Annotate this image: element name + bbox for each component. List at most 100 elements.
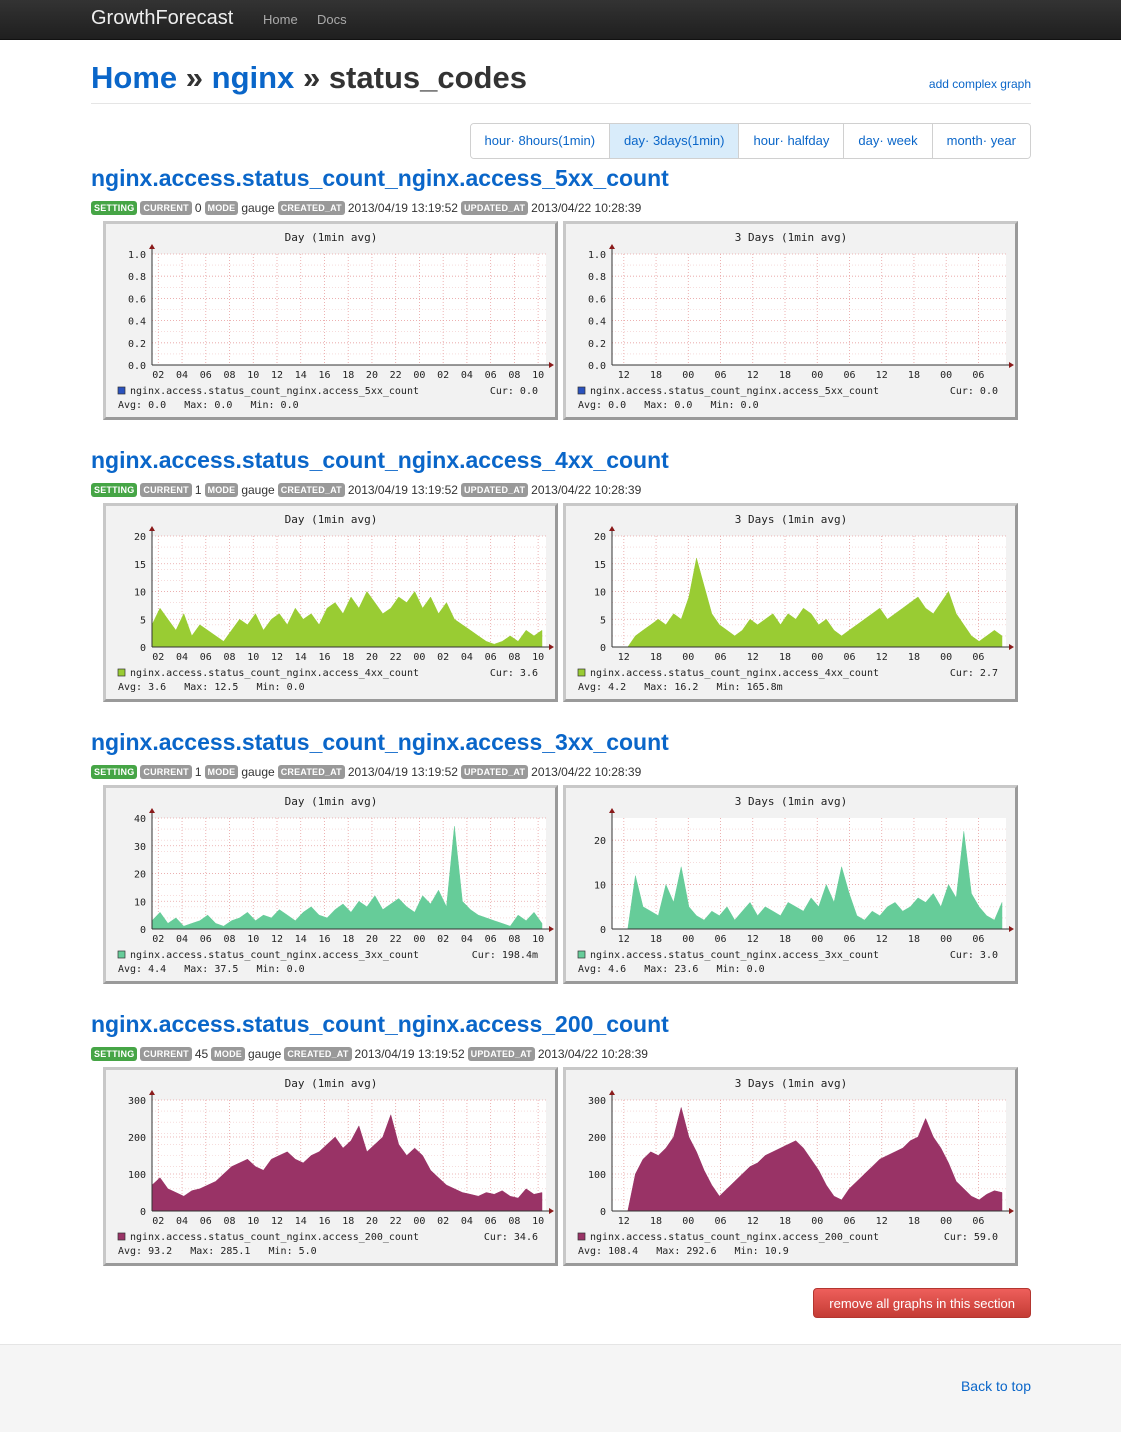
y-tick-label: 0.6 (128, 294, 146, 305)
y-tick-label: 200 (128, 1133, 146, 1144)
y-tick-label: 30 (134, 842, 146, 853)
breadcrumb-separator: » (185, 60, 204, 95)
graph-section: nginx.access.status_count_nginx.access_5… (91, 165, 1031, 423)
x-tick-label: 06 (200, 1216, 212, 1227)
graph-title-link[interactable]: nginx.access.status_count_nginx.access_2… (91, 1011, 669, 1037)
term-button-3days[interactable]: day· 3days(1min) (610, 124, 740, 158)
x-tick-label: 12 (876, 652, 888, 663)
graph-meta: SETTING CURRENT 0 MODE gauge CREATED_AT … (91, 199, 1031, 217)
x-tick-label: 00 (811, 370, 823, 381)
3days-graph-image[interactable]: 3 Days (1min avg) 12 18 00 06 12 18 00 06 12 18 00 0… (563, 221, 1018, 420)
term-button-8hours[interactable]: hour· 8hours(1min) (470, 124, 611, 158)
x-tick-label: 18 (779, 370, 791, 381)
day-graph-image[interactable]: Day (1min avg) 02 04 06 08 10 12 14 16 18 20 22 00 02… (103, 785, 558, 984)
cur-value: Cur: 34.6 (484, 1232, 538, 1243)
legend-swatch (117, 950, 126, 959)
brand-logo[interactable]: GrowthForecast (91, 7, 234, 29)
y-tick-label: 0 (140, 643, 146, 654)
y-tick-label: 10 (594, 881, 606, 892)
x-axis-arrow (1009, 926, 1014, 932)
x-tick-label: 08 (223, 652, 235, 663)
graph-pair: Day (1min avg) 02 04 06 08 10 12 14 16 18 20 22 00 02… (91, 503, 1031, 705)
x-tick-label: 18 (650, 934, 662, 945)
y-tick-label: 40 (134, 814, 146, 825)
created-at-label: CREATED_AT (284, 1047, 352, 1061)
3days-graph-image[interactable]: 3 Days (1min avg) 12 18 00 06 12 18 00 06 12 18 00 0… (563, 1067, 1018, 1266)
x-tick-label: 06 (843, 1216, 855, 1227)
setting-badge[interactable]: SETTING (91, 201, 138, 215)
day-graph-image[interactable]: Day (1min avg) 02 04 06 08 10 12 14 16 18 20 22 00 02… (103, 503, 558, 702)
x-tick-label: 10 (247, 370, 259, 381)
3days-graph-image[interactable]: 3 Days (1min avg) 12 18 00 06 12 18 00 06 12 18 00 0… (563, 785, 1018, 984)
term-button-week[interactable]: day· week (844, 124, 933, 158)
created-at-label: CREATED_AT (277, 765, 345, 779)
x-tick-label: 12 (747, 1216, 759, 1227)
series-area (151, 826, 543, 930)
x-tick-label: 00 (413, 652, 425, 663)
graph-title-link[interactable]: nginx.access.status_count_nginx.access_3… (91, 729, 669, 755)
chart-title: 3 Days (1min avg) (735, 231, 848, 244)
x-tick-label: 02 (152, 370, 164, 381)
setting-badge[interactable]: SETTING (91, 1047, 138, 1061)
day-graph-image[interactable]: Day (1min avg) 02 04 06 08 10 12 14 16 18 20 22 00 02… (103, 1067, 558, 1266)
nav-docs-link[interactable]: Docs (317, 12, 347, 27)
setting-badge[interactable]: SETTING (91, 765, 138, 779)
x-tick-label: 04 (176, 370, 188, 381)
breadcrumb-service[interactable]: nginx (211, 60, 295, 95)
chart-svg: 3 Days (1min avg) 12 18 00 06 12 18 00 06 12 18 00 0… (577, 231, 1014, 411)
x-tick-label: 06 (715, 1216, 727, 1227)
breadcrumb-home[interactable]: Home (91, 60, 178, 95)
x-tick-label: 18 (342, 1216, 354, 1227)
x-tick-label: 08 (508, 370, 520, 381)
y-tick-label: 300 (128, 1096, 146, 1107)
legend-label: nginx.access.status_count_nginx.access_2… (590, 1232, 879, 1243)
x-tick-label: 02 (437, 934, 449, 945)
chart-svg: Day (1min avg)02 04 06 08 10 12 14 16 18 20 22 00 02… (117, 1077, 554, 1257)
x-tick-label: 10 (532, 934, 544, 945)
x-tick-label: 02 (437, 1216, 449, 1227)
term-button-halfday[interactable]: hour· halfday (739, 124, 845, 158)
3days-graph-image[interactable]: 3 Days (1min avg) 12 18 00 06 12 18 00 06 12 18 00 0… (563, 503, 1018, 702)
graph-title-link[interactable]: nginx.access.status_count_nginx.access_5… (91, 165, 669, 191)
y-tick-label: 0.2 (588, 339, 606, 350)
nav-home-link[interactable]: Home (263, 12, 298, 27)
back-to-top-link[interactable]: Back to top (960, 1378, 1031, 1394)
x-axis-arrow (549, 926, 554, 932)
x-tick-label: 20 (366, 370, 378, 381)
mode-value: gauge (247, 1047, 282, 1061)
x-tick-label: 12 (747, 370, 759, 381)
x-tick-label: 22 (390, 370, 402, 381)
setting-badge[interactable]: SETTING (91, 483, 138, 497)
x-tick-label: 18 (342, 652, 354, 663)
x-tick-label: 02 (437, 652, 449, 663)
breadcrumb-separator: » (302, 60, 321, 95)
x-tick-label: 18 (342, 370, 354, 381)
x-tick-label: 20 (366, 934, 378, 945)
x-tick-label: 02 (437, 370, 449, 381)
stats-line: Avg: 3.6 Max: 12.5 Min: 0.0 (118, 682, 305, 693)
y-tick-label: 200 (588, 1133, 606, 1144)
x-tick-label: 00 (682, 652, 694, 663)
x-tick-label: 02 (152, 934, 164, 945)
add-complex-graph-link[interactable]: add complex graph (928, 77, 1031, 91)
x-tick-label: 06 (715, 934, 727, 945)
x-tick-label: 22 (390, 652, 402, 663)
remove-all-graphs-button[interactable]: remove all graphs in this section (813, 1288, 1031, 1318)
day-graph-image[interactable]: Day (1min avg) 02 04 06 08 10 12 14 16 18 20 22 00 02… (103, 221, 558, 420)
x-tick-label: 12 (618, 370, 630, 381)
y-tick-label: 0 (600, 925, 606, 936)
x-tick-label: 12 (271, 370, 283, 381)
x-axis-arrow (1009, 644, 1014, 650)
x-tick-label: 06 (485, 934, 497, 945)
x-tick-label: 00 (682, 370, 694, 381)
x-tick-label: 18 (650, 370, 662, 381)
current-value: 1 (194, 765, 202, 779)
header-divider (91, 103, 1031, 104)
stats-line: Avg: 4.4 Max: 37.5 Min: 0.0 (118, 964, 305, 975)
x-axis-arrow (549, 1208, 554, 1214)
x-tick-label: 00 (940, 934, 952, 945)
legend-swatch (577, 668, 586, 677)
graph-title-link[interactable]: nginx.access.status_count_nginx.access_4… (91, 447, 669, 473)
term-button-year[interactable]: month· year (932, 124, 1030, 158)
cur-value: Cur: 3.0 (950, 950, 998, 961)
